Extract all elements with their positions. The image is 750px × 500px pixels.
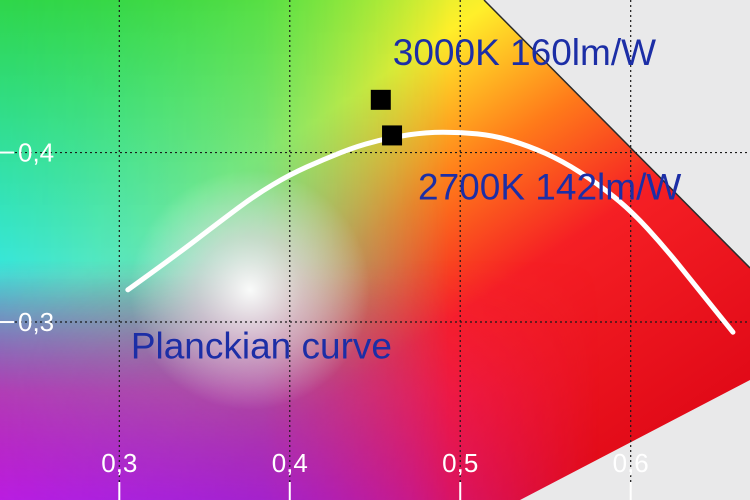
x-tick-label: 0,3	[101, 448, 137, 478]
data-point-1	[382, 125, 403, 146]
x-tick-label: 0,5	[442, 448, 478, 478]
gamut-boundary	[483, 0, 750, 269]
y-tick-label: 0,3	[18, 307, 54, 337]
x-tick-label: 0,6	[613, 448, 649, 478]
x-tick-label: 0,4	[272, 448, 308, 478]
planckian-curve	[125, 129, 736, 335]
annotations: 3000K 160lm/W 2700K 142lm/W Planckian curv…	[131, 32, 682, 367]
data-points	[370, 89, 403, 146]
planckian-curve-label: Planckian curve	[131, 325, 392, 366]
label-2700k: 2700K 142lm/W	[418, 166, 681, 207]
y-tick-label: 0,4	[18, 138, 54, 168]
data-point-0	[370, 89, 391, 110]
label-3000k: 3000K 160lm/W	[393, 32, 656, 73]
tick-labels: 0,3 0,4 0,5 0,6 0,3 0,4	[0, 138, 649, 500]
